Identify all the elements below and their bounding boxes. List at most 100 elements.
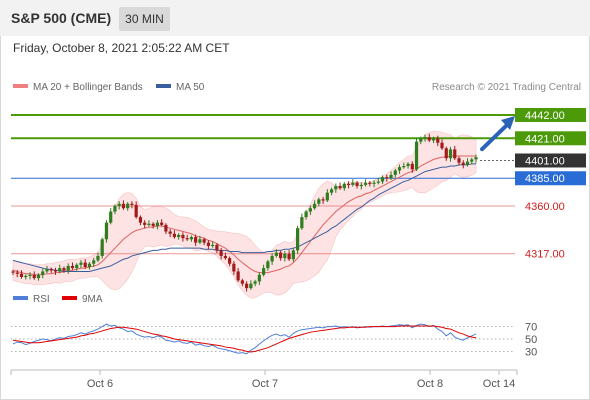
bollinger-legend-swatch — [13, 84, 28, 88]
candle-body — [45, 269, 49, 272]
candle-body — [160, 222, 164, 225]
candle-body — [109, 211, 113, 223]
candle-body — [372, 182, 376, 184]
target-arrow-shaft — [480, 122, 509, 152]
candle-body — [317, 199, 321, 204]
level-lines — [11, 113, 515, 255]
candle-body — [232, 263, 236, 272]
candle-body — [253, 281, 257, 284]
candle-body — [355, 182, 359, 187]
x-tick-label: Oct 6 — [87, 378, 113, 390]
level-tag-4442.00 — [515, 107, 586, 122]
candle-body — [87, 263, 92, 268]
candle-body — [172, 233, 177, 238]
candle-body — [321, 199, 325, 201]
candle-body — [325, 192, 329, 201]
candle-body — [126, 203, 130, 209]
candle-body — [440, 142, 444, 149]
rsi-ma-legend-label: 9MA — [82, 294, 103, 305]
candle-body — [49, 269, 53, 271]
level-tag-4421.00 — [515, 131, 586, 146]
candle-body — [410, 163, 414, 170]
candle-body — [245, 283, 249, 289]
level-tag-4385.00 — [515, 171, 586, 186]
candle-body — [240, 280, 244, 284]
candle-body — [436, 138, 440, 143]
candle-body — [164, 224, 168, 232]
candle-body — [15, 272, 19, 274]
candle-body — [11, 271, 15, 273]
candle-body — [130, 203, 134, 205]
candle-body — [385, 177, 389, 179]
candle-body — [257, 274, 261, 282]
credit-text: Research © 2021 Trading Central — [432, 82, 581, 93]
rsi-ma-legend-swatch — [62, 296, 77, 300]
level-label-4317.00: 4317.00 — [525, 249, 565, 261]
candle-body — [287, 253, 291, 260]
candle-body — [143, 222, 147, 225]
candle-body — [414, 141, 419, 170]
candle-body — [70, 265, 75, 269]
candle-body — [113, 205, 117, 212]
candle-body — [32, 274, 36, 279]
candle-body — [295, 228, 300, 251]
rsi-legend-swatch — [13, 296, 28, 300]
level-label-4360.00: 4360.00 — [525, 201, 565, 213]
candle-body — [308, 208, 312, 212]
candles — [11, 133, 478, 292]
candle-body — [177, 234, 181, 238]
rsi-legend-label: RSI — [33, 294, 50, 305]
ma50-legend-swatch — [156, 84, 171, 88]
candle-body — [453, 149, 457, 159]
current-price-label: 4401.00 — [525, 155, 565, 167]
candle-body — [376, 181, 380, 183]
timeframe-button[interactable]: 30 MIN — [119, 7, 170, 31]
candle-body — [304, 211, 308, 218]
candle-body — [389, 174, 393, 179]
candle-body — [334, 186, 338, 190]
candle-body — [104, 222, 109, 240]
candle-body — [236, 271, 240, 281]
candle-body — [351, 182, 355, 185]
candle-body — [470, 159, 474, 162]
header-bar: S&P 500 (CME) 30 MIN — [0, 0, 590, 36]
current-price-tag — [515, 153, 586, 168]
level-label-4385.00: 4385.00 — [525, 173, 565, 185]
candle-body — [283, 253, 287, 259]
candle-body — [92, 260, 96, 264]
candle-body — [465, 161, 470, 165]
candle-body — [100, 239, 104, 256]
candle-body — [444, 148, 448, 159]
candle-body — [181, 234, 185, 239]
candle-body — [368, 182, 372, 184]
candle-body — [155, 222, 160, 226]
candle-body — [96, 255, 100, 261]
candle-body — [147, 223, 151, 225]
rsi-ma9-line — [12, 325, 477, 353]
candle-body — [62, 268, 66, 271]
rsi-level-label-70: 70 — [525, 322, 537, 334]
candle-body — [28, 274, 32, 277]
rsi-legend: RSI 9MA — [13, 294, 103, 305]
candle-body — [270, 255, 274, 262]
candle-body — [168, 231, 172, 234]
candle-body — [274, 252, 278, 256]
candle-body — [198, 239, 202, 243]
candle-body — [393, 170, 397, 175]
candle-body — [19, 273, 24, 278]
candle-body — [312, 203, 317, 209]
candle-body — [363, 182, 368, 185]
candle-body — [134, 204, 138, 218]
candle-body — [291, 250, 295, 260]
candle-body — [79, 262, 83, 265]
level-labels: 4442.00 4421.00 4385.00 4360.00 4317.00 4401.… — [515, 107, 586, 261]
candle-body — [397, 167, 402, 171]
bollinger-band-fill — [12, 130, 477, 299]
candle-body — [262, 268, 266, 275]
candle-body — [151, 223, 155, 226]
candle-body — [66, 265, 70, 271]
candle-body — [419, 138, 423, 142]
candle-body — [53, 270, 58, 272]
